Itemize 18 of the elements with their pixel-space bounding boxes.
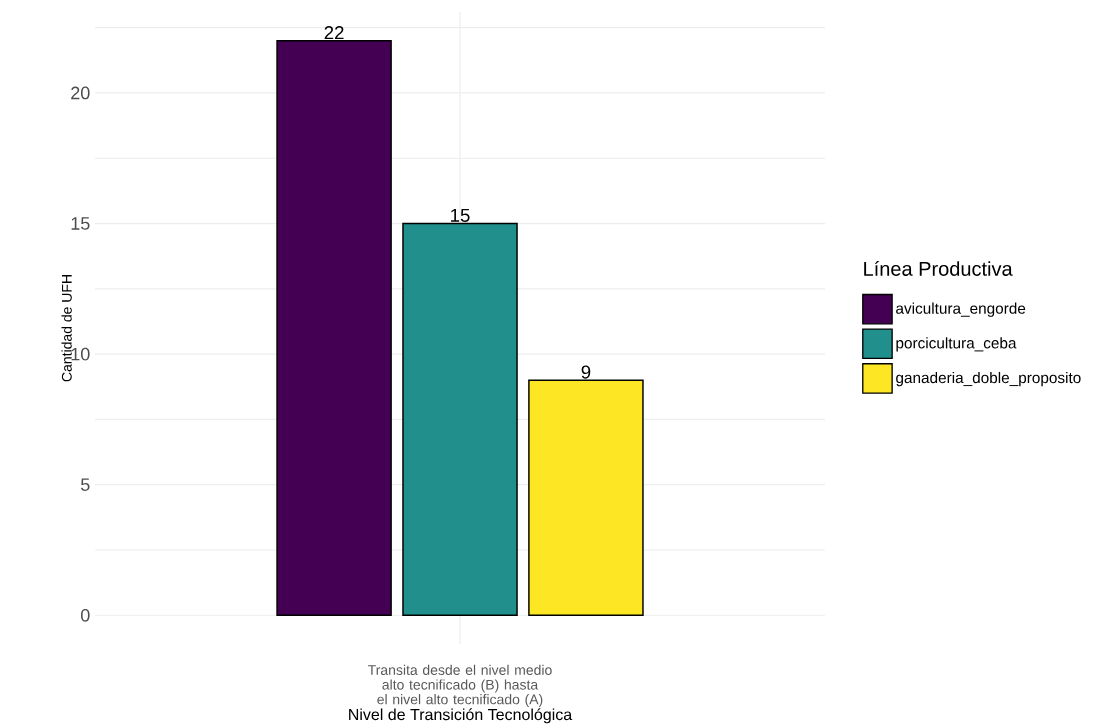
- bar: [276, 39, 392, 617]
- data-label: 22: [324, 26, 344, 40]
- legend-label: avicultura_engorde: [896, 302, 1026, 317]
- legend-title: Línea Productiva: [864, 260, 1013, 276]
- y-tick-label: 10: [71, 347, 90, 361]
- y-tick-label: 5: [80, 478, 90, 491]
- y-axis-title: Cantidad de UFH: [61, 275, 72, 382]
- y-tick-label: 0: [80, 608, 90, 622]
- bar: [528, 379, 644, 617]
- y-tick-label: 20: [71, 86, 90, 100]
- data-label: 9: [581, 365, 591, 379]
- legend-label: ganaderia_doble_proposito: [896, 371, 1081, 387]
- data-label: 15: [451, 208, 470, 222]
- y-tick-label: 15: [71, 217, 90, 230]
- x-tick-label: Transita desde el nivel medio alto tecnificado (B) hasta el nivel alto tecnificado (A): [367, 664, 552, 708]
- legend-label: porcicultura_ceba: [896, 337, 1017, 352]
- bar: [402, 222, 518, 617]
- x-axis-title: Nivel de Transición Tecnológica: [349, 708, 573, 724]
